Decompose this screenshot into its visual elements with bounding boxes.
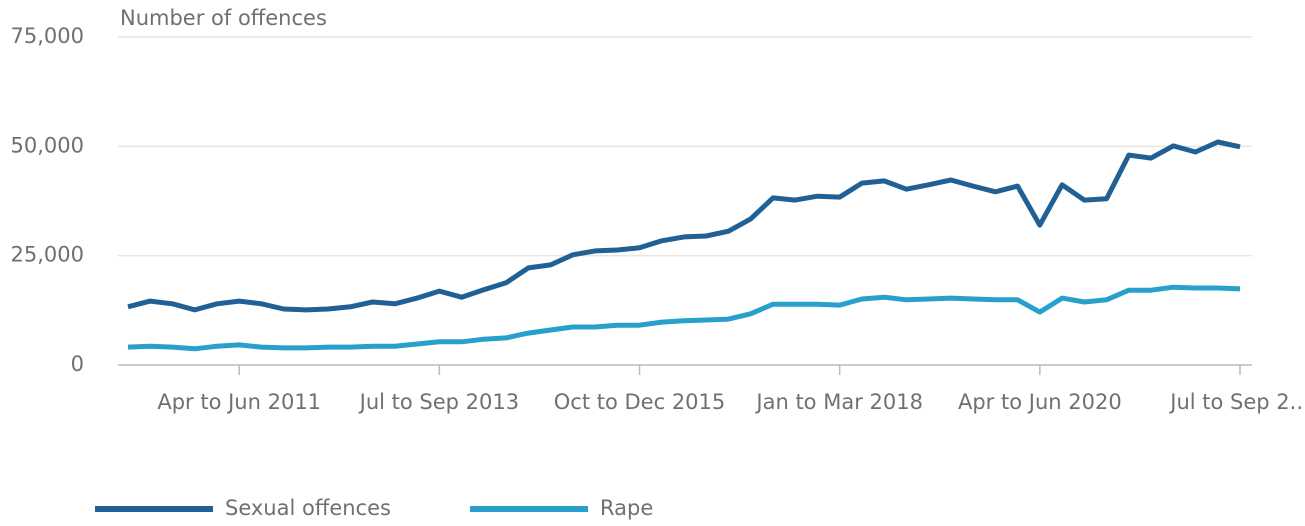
x-tick-label: Apr to Jun 2020 [958,390,1122,414]
legend-label: Rape [600,496,653,520]
y-tick-label: 50,000 [11,133,84,157]
legend-label: Sexual offences [225,496,391,520]
x-tick-label: Jan to Mar 2018 [754,390,923,414]
y-axis-label: Number of offences [120,6,327,30]
series-line [127,284,1241,352]
y-tick-label: 25,000 [11,243,84,267]
x-tick-label: Jul to Sep 2... [1168,390,1305,414]
y-tick-label: 75,000 [11,24,84,48]
y-tick-label: 0 [71,352,84,376]
x-tick-label: Oct to Dec 2015 [554,390,726,414]
x-tick-label: Jul to Sep 2013 [358,390,519,414]
x-tick-label: Apr to Jun 2011 [157,390,321,414]
series-line [127,139,1241,313]
